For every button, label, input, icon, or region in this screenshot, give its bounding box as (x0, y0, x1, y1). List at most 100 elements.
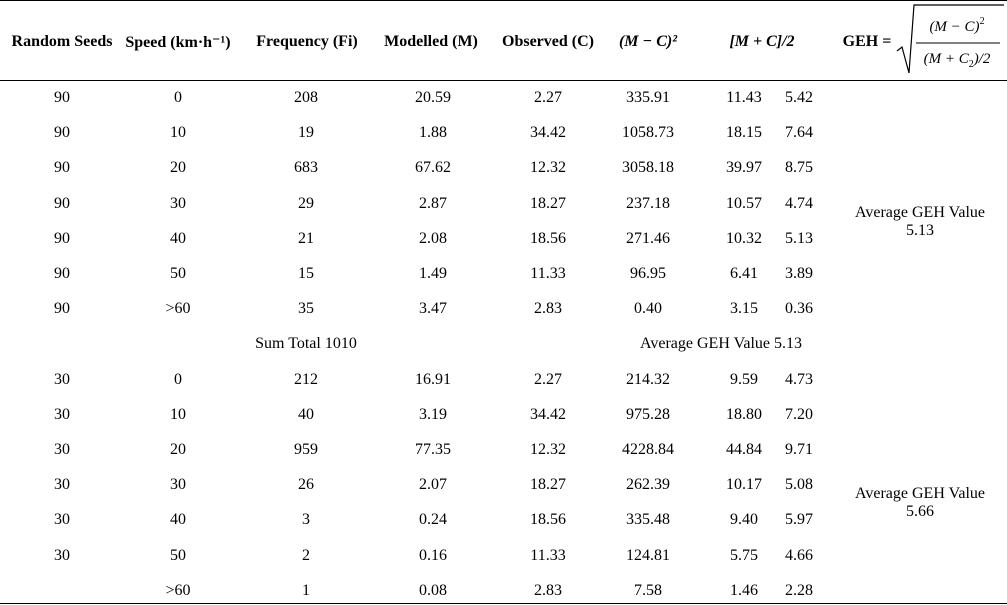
squared-difference-cell: 335.91 (626, 89, 670, 106)
average-geh-value: 5.66 (906, 503, 934, 520)
speed-cell: >60 (165, 581, 191, 599)
mean-cell: 18.15 (726, 124, 762, 142)
speed-cell: >60 (165, 300, 191, 318)
speed-cell: 40 (170, 229, 186, 247)
frequency-cell: 40 (298, 405, 314, 423)
random-seeds-cell: 30 (54, 476, 70, 494)
mean-cell: 10.17 (726, 476, 762, 494)
observed-cell: 12.32 (530, 441, 566, 458)
geh-cell: 4.66 (785, 546, 813, 564)
table-row: 90 >60 35 3.47 2.83 0.40 3.15 0.36 (0, 292, 1007, 327)
modelled-cell: 0.08 (419, 581, 447, 599)
frequency-cell: 2 (302, 546, 310, 564)
frequency-cell: 3 (302, 511, 310, 529)
header-speed: Speed (km·h⁻¹) (125, 34, 231, 51)
random-seeds-cell: 90 (54, 265, 70, 282)
header-mean: [M + C]/2 (729, 33, 795, 50)
geh-cell: 5.42 (785, 89, 813, 106)
geh-cell: 3.89 (785, 265, 813, 282)
geh-cell: 5.13 (785, 229, 813, 247)
observed-cell: 12.32 (530, 159, 566, 177)
random-seeds-cell: 90 (54, 159, 70, 177)
table-row: 90 10 19 1.88 34.42 1058.73 18.15 7.64 (0, 116, 1007, 151)
square-root-sign (896, 4, 1004, 74)
speed-cell: 50 (170, 546, 186, 564)
table-row: >60 1 0.08 2.83 7.58 1.46 2.28 (0, 573, 1007, 605)
modelled-cell: 1.88 (419, 124, 447, 142)
table-row: 30 20 959 77.35 12.32 4228.84 44.84 9.71 (0, 433, 1007, 468)
observed-cell: 11.33 (530, 546, 566, 564)
table-row: 30 40 3 0.24 18.56 335.48 9.40 5.97 (0, 503, 1007, 538)
random-seeds-cell: 90 (54, 229, 70, 247)
speed-cell: 0 (174, 370, 182, 388)
speed-cell: 30 (170, 476, 186, 494)
observed-cell: 2.83 (534, 300, 562, 318)
sum-total: Sum Total 1010 (255, 335, 357, 352)
modelled-cell: 67.62 (415, 159, 451, 177)
observed-cell: 18.56 (530, 229, 566, 247)
table-row: 30 50 2 0.16 11.33 124.81 5.75 4.66 (0, 538, 1007, 573)
speed-cell: 20 (170, 441, 186, 458)
modelled-cell: 1.49 (419, 265, 447, 282)
geh-cell: 0.36 (785, 300, 813, 318)
squared-difference-cell: 975.28 (626, 405, 670, 423)
header-squared-difference: (M − C)² (618, 33, 678, 50)
frequency-cell: 212 (294, 370, 318, 388)
average-geh-label: Average GEH Value (854, 485, 986, 502)
mean-cell: 39.97 (726, 159, 762, 177)
frequency-cell: 959 (294, 441, 318, 458)
modelled-cell: 0.24 (419, 511, 447, 529)
average-geh-value: 5.13 (906, 222, 934, 239)
squared-difference-cell: 335.48 (626, 511, 670, 529)
mean-cell: 11.43 (726, 89, 762, 106)
geh-denominator-subscript: 2 (968, 59, 974, 70)
frequency-cell: 21 (298, 229, 314, 247)
speed-cell: 20 (170, 159, 186, 177)
observed-cell: 18.27 (530, 476, 566, 494)
top-rule (0, 0, 1007, 1)
header-observed: Observed (C) (502, 33, 594, 50)
geh-denominator-close: )/2 (973, 51, 991, 67)
table-row: 90 50 15 1.49 11.33 96.95 6.41 3.89 (0, 257, 1007, 292)
frequency-cell: 1 (302, 581, 310, 599)
average-geh-label: Average GEH Value (854, 204, 986, 221)
squared-difference-cell: 4228.84 (622, 441, 674, 458)
table-row: 30 30 26 2.07 18.27 262.39 10.17 5.08 (0, 468, 1007, 503)
table-row: 90 30 29 2.87 18.27 237.18 10.57 4.74 (0, 186, 1007, 221)
random-seeds-cell: 90 (54, 124, 70, 142)
squared-difference-cell: 0.40 (634, 300, 662, 318)
geh-cell: 2.28 (785, 581, 813, 599)
random-seeds-cell: 30 (54, 405, 70, 423)
geh-cell: 4.73 (785, 370, 813, 388)
header-rule (0, 80, 1007, 81)
frequency-cell: 26 (298, 476, 314, 494)
random-seeds-cell: 90 (54, 300, 70, 318)
geh-cell: 7.20 (785, 405, 813, 423)
random-seeds-cell: 30 (54, 546, 70, 564)
geh-cell: 5.97 (785, 511, 813, 529)
squared-difference-cell: 262.39 (626, 476, 670, 494)
squared-difference-cell: 237.18 (626, 194, 670, 212)
mean-cell: 10.57 (726, 194, 762, 212)
table-row: 90 40 21 2.08 18.56 271.46 10.32 5.13 (0, 221, 1007, 256)
bottom-rule (0, 603, 1007, 604)
observed-cell: 2.83 (534, 581, 562, 599)
random-seeds-cell: 30 (54, 370, 70, 388)
observed-cell: 34.42 (530, 124, 566, 142)
squared-difference-cell: 1058.73 (622, 124, 674, 142)
observed-cell: 34.42 (530, 405, 566, 423)
modelled-cell: 0.16 (419, 546, 447, 564)
mean-cell: 1.46 (730, 581, 758, 599)
modelled-cell: 2.87 (419, 194, 447, 212)
geh-denominator-open: (M + C (923, 51, 969, 67)
table-row: 30 0 212 16.91 2.27 214.32 9.59 4.73 (0, 362, 1007, 397)
frequency-cell: 35 (298, 300, 314, 318)
modelled-cell: 2.08 (419, 229, 447, 247)
table-row: 30 10 40 3.19 34.42 975.28 18.80 7.20 (0, 397, 1007, 432)
modelled-cell: 20.59 (415, 89, 451, 106)
table-row: 90 0 208 20.59 2.27 335.91 11.43 5.42 (0, 81, 1007, 116)
squared-difference-cell: 7.58 (634, 581, 662, 599)
modelled-cell: 77.35 (415, 441, 451, 458)
header-frequency: Frequency (Fi) (256, 33, 358, 50)
